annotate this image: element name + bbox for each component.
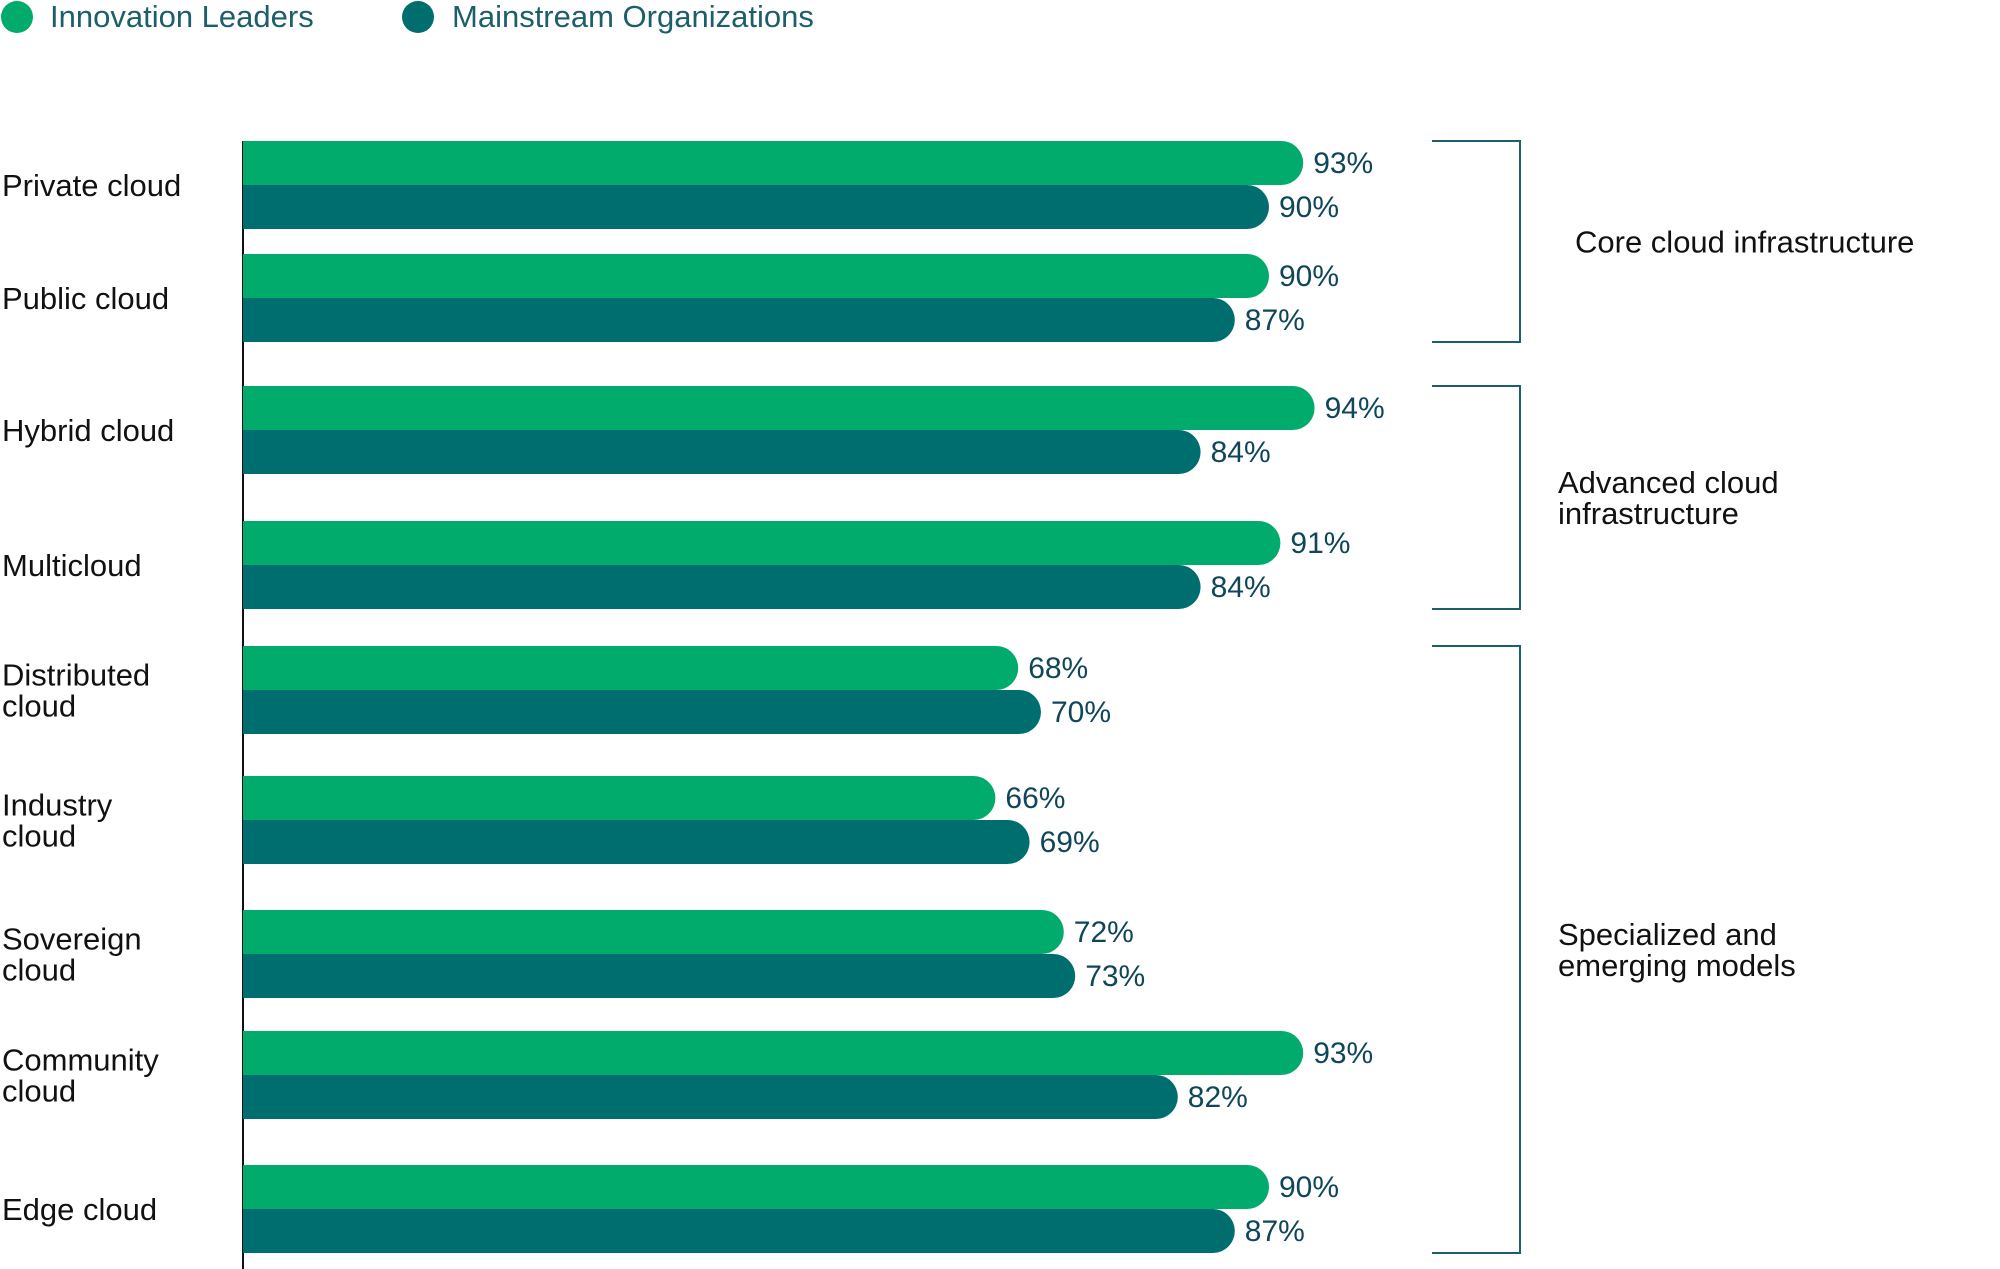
bar-1-0 — [243, 185, 1269, 229]
value-label-1-2: 84% — [1211, 436, 1271, 469]
bar-0-0 — [243, 141, 1304, 185]
value-label-1-7: 82% — [1188, 1081, 1248, 1114]
value-label-0-0: 93% — [1313, 147, 1373, 180]
category-label-5-0: Industry — [2, 788, 113, 823]
value-label-0-1: 90% — [1279, 260, 1339, 293]
bar-0-3 — [243, 521, 1281, 565]
group-label-2-1: emerging models — [1558, 948, 1796, 983]
category-label-4-0: Distributed — [2, 658, 150, 693]
category-label-8-0: Edge cloud — [2, 1192, 157, 1227]
value-label-0-8: 90% — [1279, 1171, 1339, 1204]
bar-0-4 — [243, 646, 1019, 690]
bar-1-6 — [243, 954, 1076, 998]
category-label-4-1: cloud — [2, 689, 76, 724]
value-label-1-5: 69% — [1040, 826, 1100, 859]
legend-label-1: Mainstream Organizations — [452, 0, 814, 34]
value-label-0-3: 91% — [1290, 527, 1350, 560]
group-label-1-1: infrastructure — [1558, 496, 1739, 531]
category-label-2-0: Hybrid cloud — [2, 413, 174, 448]
value-label-1-6: 73% — [1085, 960, 1145, 993]
value-label-1-0: 90% — [1279, 191, 1339, 224]
group-bracket-0 — [1432, 140, 1521, 343]
category-label-7-1: cloud — [2, 1074, 76, 1109]
bar-0-8 — [243, 1165, 1269, 1209]
category-label-3-0: Multicloud — [2, 548, 142, 583]
category-label-6-1: cloud — [2, 953, 76, 988]
category-label-0-0: Private cloud — [2, 168, 181, 203]
bar-1-3 — [243, 565, 1201, 609]
value-label-1-8: 87% — [1245, 1215, 1305, 1248]
bar-1-1 — [243, 298, 1235, 342]
value-label-1-1: 87% — [1245, 304, 1305, 337]
bar-1-2 — [243, 430, 1201, 474]
value-label-0-7: 93% — [1313, 1037, 1373, 1070]
category-label-6-0: Sovereign — [2, 922, 142, 957]
bar-0-2 — [243, 386, 1315, 430]
bar-0-6 — [243, 910, 1064, 954]
value-label-0-2: 94% — [1325, 392, 1385, 425]
group-label-1-0: Advanced cloud — [1558, 465, 1779, 500]
category-label-7-0: Community — [2, 1043, 159, 1078]
bar-0-5 — [243, 776, 996, 820]
group-label-0-0: Core cloud infrastructure — [1575, 225, 1914, 260]
legend-marker-0 — [1, 1, 33, 33]
group-bracket-1 — [1432, 385, 1521, 610]
bar-1-4 — [243, 690, 1041, 734]
legend-marker-1 — [402, 1, 434, 33]
bar-1-5 — [243, 820, 1030, 864]
group-label-2-0: Specialized and — [1558, 917, 1777, 952]
group-bracket-2 — [1432, 645, 1521, 1254]
value-label-0-5: 66% — [1005, 782, 1065, 815]
legend-label-0: Innovation Leaders — [50, 0, 314, 34]
value-label-0-4: 68% — [1028, 652, 1088, 685]
value-label-1-4: 70% — [1051, 696, 1111, 729]
category-label-1-0: Public cloud — [2, 281, 169, 316]
value-label-1-3: 84% — [1211, 571, 1271, 604]
value-label-0-6: 72% — [1074, 916, 1134, 949]
bar-0-7 — [243, 1031, 1304, 1075]
bar-1-8 — [243, 1209, 1235, 1253]
bar-1-7 — [243, 1075, 1178, 1119]
category-label-5-1: cloud — [2, 819, 76, 854]
bar-0-1 — [243, 254, 1269, 298]
